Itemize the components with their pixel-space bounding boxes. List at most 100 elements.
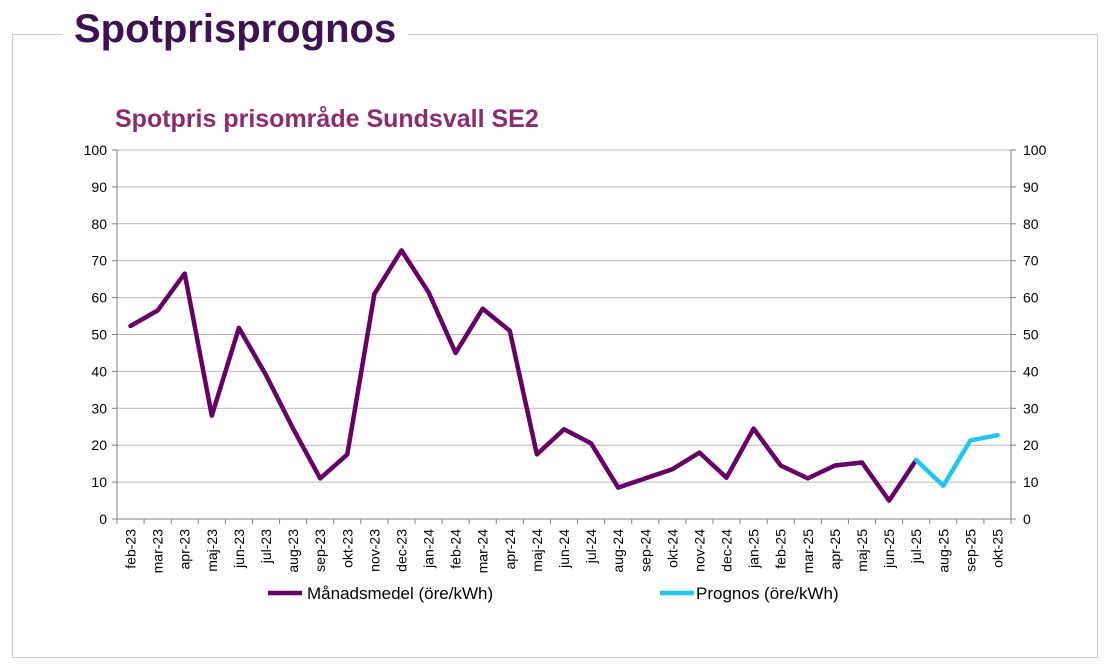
data-point — [914, 457, 919, 462]
y-tick-label-left: 30 — [91, 400, 107, 416]
y-tick-label-right: 20 — [1023, 437, 1039, 453]
data-point — [399, 248, 404, 253]
data-point — [128, 324, 133, 329]
data-point — [968, 438, 973, 443]
axes: 0 0 10 10 20 20 30 30 40 40 50 50 60 60 70 70 80 80 90 90 10… — [84, 142, 1047, 573]
y-tick-label-left: 20 — [91, 437, 107, 453]
y-tick-label-left: 80 — [91, 216, 107, 232]
data-point — [534, 452, 539, 457]
y-tick-label-right: 90 — [1023, 179, 1039, 195]
y-tick-label-right: 100 — [1023, 142, 1047, 158]
x-tick-label-mar-25: mar-25 — [800, 529, 816, 574]
data-point — [778, 463, 783, 468]
y-tick-label-right: 70 — [1023, 253, 1039, 269]
y-tick-label-right: 50 — [1023, 327, 1039, 343]
y-tick-label-right: 30 — [1023, 400, 1039, 416]
x-tick-label-jun-25: jun-25 — [881, 529, 897, 569]
series-lines — [128, 248, 1000, 503]
x-tick-label-apr-25: apr-25 — [827, 529, 843, 570]
y-tick-label-left: 70 — [91, 253, 107, 269]
data-point — [480, 306, 485, 311]
y-tick-label-left: 60 — [91, 290, 107, 306]
legend: Månadsmedel (öre/kWh) Prognos (öre/kWh) — [268, 584, 839, 603]
data-point — [751, 426, 756, 431]
x-tick-label-apr-23: apr-23 — [177, 529, 193, 570]
legend-label-1: Prognos (öre/kWh) — [696, 584, 839, 603]
x-tick-label-jan-25: jan-25 — [746, 529, 762, 569]
data-point — [291, 426, 296, 431]
y-tick-label-left: 50 — [91, 327, 107, 343]
x-tick-label-apr-24: apr-24 — [502, 529, 518, 570]
x-tick-label-maj-25: maj-25 — [854, 529, 870, 572]
x-tick-label-nov-24: nov-24 — [691, 529, 707, 572]
y-tick-label-left: 10 — [91, 474, 107, 490]
x-tick-label-aug-23: aug-23 — [285, 529, 301, 573]
x-tick-label-nov-23: nov-23 — [366, 529, 382, 572]
x-tick-label-feb-25: feb-25 — [773, 529, 789, 569]
x-tick-label-okt-24: okt-24 — [664, 529, 680, 568]
data-point — [453, 350, 458, 355]
data-point — [372, 291, 377, 296]
x-tick-label-jun-23: jun-23 — [231, 529, 247, 569]
data-point — [832, 463, 837, 468]
data-point — [670, 467, 675, 472]
data-point — [887, 498, 892, 503]
series-line-forecast — [913, 432, 1000, 489]
data-point — [507, 328, 512, 333]
y-tick-label-left: 90 — [91, 179, 107, 195]
data-point — [860, 460, 864, 465]
chart-title: Spotpris prisområde Sundsvall SE2 — [115, 105, 539, 133]
x-tick-label-mar-24: mar-24 — [475, 529, 491, 574]
data-point — [182, 271, 187, 276]
x-tick-label-feb-23: feb-23 — [123, 529, 139, 569]
x-tick-label-mar-23: mar-23 — [150, 529, 166, 574]
data-point — [209, 413, 214, 418]
y-tick-label-right: 80 — [1023, 216, 1039, 232]
y-tick-label-left: 40 — [91, 363, 107, 379]
x-tick-label-jan-24: jan-24 — [421, 529, 437, 569]
data-point — [941, 483, 946, 488]
x-tick-label-jul-23: jul-23 — [258, 529, 274, 564]
x-tick-label-jul-24: jul-24 — [583, 529, 599, 564]
data-point — [236, 325, 241, 330]
y-tick-label-right: 40 — [1023, 363, 1039, 379]
data-point — [616, 485, 621, 490]
x-tick-label-dec-24: dec-24 — [719, 529, 735, 572]
x-tick-label-aug-25: aug-25 — [935, 529, 951, 573]
x-tick-label-sep-24: sep-24 — [637, 529, 653, 572]
y-tick-label-right: 60 — [1023, 290, 1039, 306]
legend-label-0: Månadsmedel (öre/kWh) — [307, 584, 493, 603]
x-tick-label-sep-25: sep-25 — [962, 529, 978, 572]
x-tick-label-okt-23: okt-23 — [339, 529, 355, 568]
x-tick-label-aug-24: aug-24 — [610, 529, 626, 573]
data-point — [589, 441, 594, 446]
x-tick-label-dec-23: dec-23 — [393, 529, 409, 572]
x-tick-label-okt-25: okt-25 — [989, 529, 1005, 568]
data-point — [805, 476, 810, 481]
y-tick-label-right: 0 — [1023, 511, 1031, 527]
x-tick-label-feb-24: feb-24 — [448, 529, 464, 569]
x-tick-label-maj-23: maj-23 — [204, 529, 220, 572]
y-tick-label-right: 10 — [1023, 474, 1039, 490]
data-point — [345, 452, 350, 457]
y-tick-label-left: 100 — [84, 142, 108, 158]
data-point — [426, 290, 431, 295]
x-tick-label-maj-24: maj-24 — [529, 529, 545, 572]
page-title: Spotprisprognos — [62, 6, 409, 52]
data-point — [264, 373, 268, 378]
data-point — [643, 476, 648, 481]
series-line-monthly-average — [128, 248, 919, 503]
data-point — [697, 450, 702, 455]
data-point — [995, 433, 1000, 438]
x-tick-label-jul-25: jul-25 — [908, 529, 924, 564]
x-tick-label-sep-23: sep-23 — [312, 529, 328, 572]
chart-frame — [12, 34, 1098, 658]
data-point — [724, 475, 729, 480]
x-tick-label-jun-24: jun-24 — [556, 529, 572, 569]
grid-lines — [117, 149, 1011, 520]
data-point — [155, 308, 160, 313]
data-point — [562, 427, 566, 432]
y-tick-label-left: 0 — [99, 511, 107, 527]
data-point — [318, 476, 323, 481]
